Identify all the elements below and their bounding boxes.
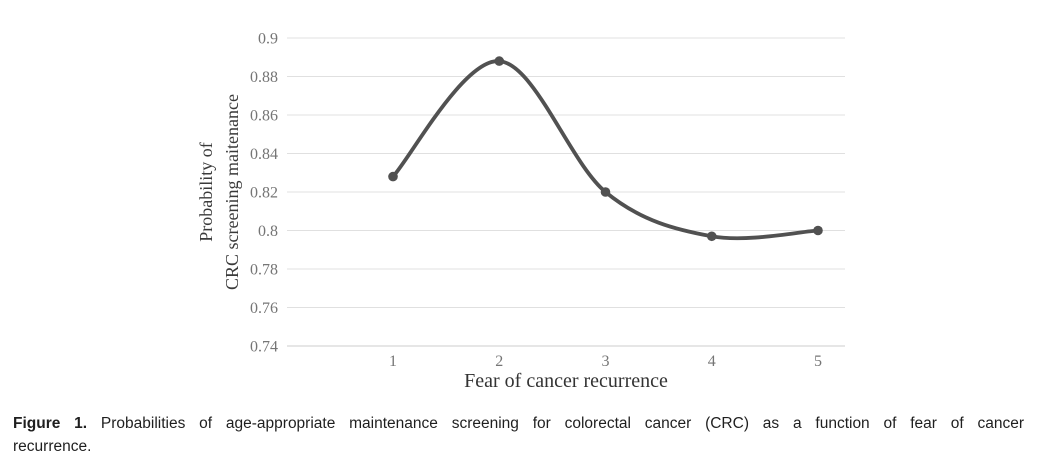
plot-area: 0.74 0.76 0.78 0.8 0.82 0.84 0.86 0.88 0.9 1 2 3 4 5: [250, 31, 845, 370]
x-tick-label: 1: [389, 353, 397, 370]
x-tick-label: 3: [602, 353, 610, 370]
x-axis-title: Fear of cancer recurrence: [464, 370, 668, 392]
y-tick-label: 0.88: [250, 69, 278, 86]
data-point: [388, 171, 398, 182]
y-tick-label: 0.74: [250, 339, 278, 356]
y-tick-label: 0.82: [250, 185, 278, 202]
y-tick-label: 0.86: [250, 108, 278, 125]
x-tick-label: 2: [495, 353, 503, 370]
x-tick-label: 5: [814, 353, 822, 370]
crc-screening-line-chart: 0.74 0.76 0.78 0.8 0.82 0.84 0.86 0.88 0.9 1 2 3 4 5 …: [190, 31, 845, 392]
data-point: [706, 231, 717, 242]
caption-text: Probabilities of age-appropriate mainten…: [100, 415, 1024, 432]
y-axis-title-line1: Probability of: [196, 142, 216, 242]
series-line: [391, 59, 820, 241]
data-point: [600, 187, 611, 197]
y-tick-label: 0.76: [250, 300, 278, 317]
y-tick-label: 0.78: [250, 262, 278, 279]
caption-line1: Figure 1. Probabilities of age-appropria…: [13, 412, 1024, 435]
caption-figure-label: Figure 1.: [13, 415, 88, 432]
figure-caption: Figure 1. Probabilities of age-appropria…: [13, 412, 1024, 458]
y-tick-label: 0.84: [250, 146, 278, 163]
y-tick-label: 0.9: [258, 31, 278, 48]
x-tick-label: 4: [708, 353, 716, 370]
caption-line2: recurrence.: [13, 438, 92, 455]
y-axis-title: Probability of CRC screening maitenance: [190, 38, 248, 346]
data-point: [813, 225, 823, 236]
data-point: [494, 56, 505, 66]
y-tick-label: 0.8: [258, 223, 278, 240]
y-axis-title-line2: CRC screening maitenance: [222, 94, 242, 290]
